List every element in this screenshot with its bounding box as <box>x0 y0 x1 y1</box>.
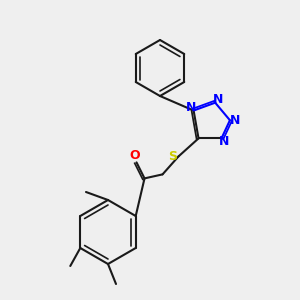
Text: N: N <box>230 114 240 127</box>
Text: S: S <box>168 150 177 163</box>
Text: N: N <box>213 93 224 106</box>
Text: N: N <box>185 101 196 114</box>
Text: N: N <box>219 135 230 148</box>
Text: O: O <box>129 149 140 162</box>
